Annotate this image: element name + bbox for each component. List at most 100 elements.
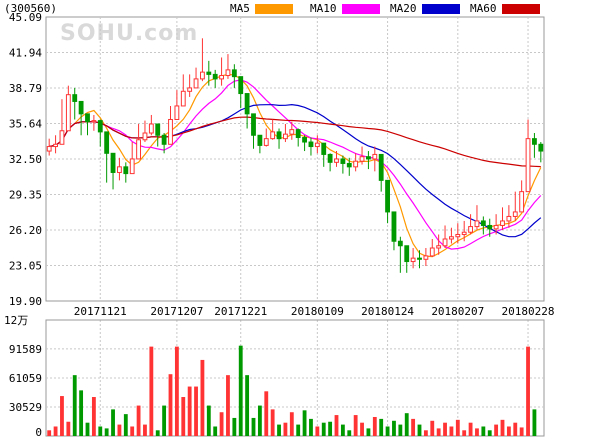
candle-body	[219, 75, 224, 80]
axes: 45.09 41.94 38.79 35.64 32.50 29.35 26.20 23.05…	[4, 11, 555, 439]
candle-body	[244, 93, 250, 115]
candle-body	[78, 100, 84, 115]
volume-bar	[289, 412, 294, 436]
date-tick-label: 20180124	[361, 305, 414, 318]
candle-body	[327, 153, 333, 163]
volume-bar	[494, 424, 499, 436]
date-tick-label: 20171207	[150, 305, 203, 318]
volume-bar	[66, 421, 71, 436]
volume-bar	[513, 422, 518, 436]
volume-tick-label: 30529	[9, 401, 42, 414]
volume-bar	[475, 428, 479, 436]
date-tick-label: 20171221	[214, 305, 267, 318]
candle-body	[366, 156, 371, 160]
volume-bar	[91, 397, 96, 436]
volume-bar	[162, 405, 167, 436]
volume-bar	[398, 424, 403, 436]
candle-body	[538, 143, 544, 152]
price-tick-label: 26.20	[9, 224, 42, 237]
volume-bar	[72, 375, 77, 436]
candle-body	[404, 245, 410, 263]
volume-bar	[309, 418, 313, 436]
price-tick-label: 29.35	[9, 188, 42, 201]
candle-body	[359, 156, 365, 162]
volume-bar	[392, 420, 396, 436]
volume-bar	[213, 426, 218, 436]
candle-body	[193, 78, 199, 89]
volume-bar	[181, 397, 186, 436]
candle-body	[257, 134, 263, 146]
candle-body	[59, 130, 65, 145]
volume-bar	[79, 390, 84, 436]
candle-body	[334, 158, 339, 163]
volume-bar	[98, 426, 103, 436]
candle-body	[225, 69, 231, 77]
volume-bar	[283, 422, 288, 436]
volume-bar	[500, 419, 505, 436]
volume-bar	[264, 391, 269, 436]
legend-swatch-ma60	[502, 4, 540, 14]
volume-bar	[404, 413, 409, 436]
candle-body	[417, 257, 422, 260]
candle-body	[136, 139, 141, 160]
candle-body	[410, 257, 416, 263]
volume-bar	[315, 426, 320, 436]
moving-average-lines	[49, 73, 542, 258]
volume-bar	[360, 422, 364, 436]
volume-bars	[47, 345, 537, 436]
volume-bar	[379, 418, 384, 436]
candle-body	[276, 131, 282, 140]
volume-bar	[136, 405, 141, 436]
candle-body	[283, 133, 288, 140]
candle-body	[65, 94, 71, 132]
candle-body	[436, 245, 442, 249]
candle-body	[91, 120, 97, 123]
volume-bar	[385, 426, 390, 436]
volume-bar	[411, 418, 416, 436]
legend-label-ma20: MA20	[390, 2, 417, 15]
volume-bar	[519, 427, 524, 436]
ma60-line	[49, 116, 541, 168]
candle-body	[168, 118, 173, 145]
candle-body	[231, 69, 237, 78]
candle-body	[251, 113, 256, 136]
price-tick-label: 19.90	[9, 295, 42, 308]
volume-bar	[270, 409, 275, 436]
volume-bar	[257, 405, 262, 436]
volume-bar	[149, 346, 154, 436]
volume-bar	[117, 424, 122, 436]
candle-body	[302, 137, 307, 143]
volume-bar	[532, 409, 537, 436]
candle-body	[123, 166, 129, 175]
candle-body	[142, 132, 148, 141]
volume-bar	[53, 426, 58, 436]
legend: (300560) MA5 MA10 MA20 MA60	[4, 2, 540, 15]
volume-bar	[219, 412, 224, 436]
price-tick-label: 23.05	[9, 259, 42, 272]
price-tick-label: 32.50	[9, 153, 42, 166]
candle-body	[200, 71, 205, 80]
candle-body	[85, 113, 90, 123]
volume-bar	[436, 428, 441, 436]
candle-body	[289, 129, 295, 135]
volume-bar	[238, 345, 243, 436]
candle-body	[442, 238, 448, 247]
volume-tick-label: 0	[35, 426, 42, 439]
volume-bar	[130, 426, 135, 436]
candle-body	[314, 142, 320, 148]
volume-bar	[85, 422, 90, 436]
candlesticks	[46, 38, 544, 273]
volume-bar	[226, 375, 230, 436]
candle-body	[340, 158, 346, 164]
candle-body	[493, 224, 499, 230]
volume-bar	[462, 430, 467, 436]
candle-body	[487, 224, 493, 230]
legend-label-ma60: MA60	[470, 2, 497, 15]
candle-body	[353, 160, 359, 168]
volume-bar	[200, 359, 205, 436]
volume-bar	[155, 430, 160, 436]
volume-bar	[206, 405, 211, 436]
volume-bar	[347, 430, 352, 436]
